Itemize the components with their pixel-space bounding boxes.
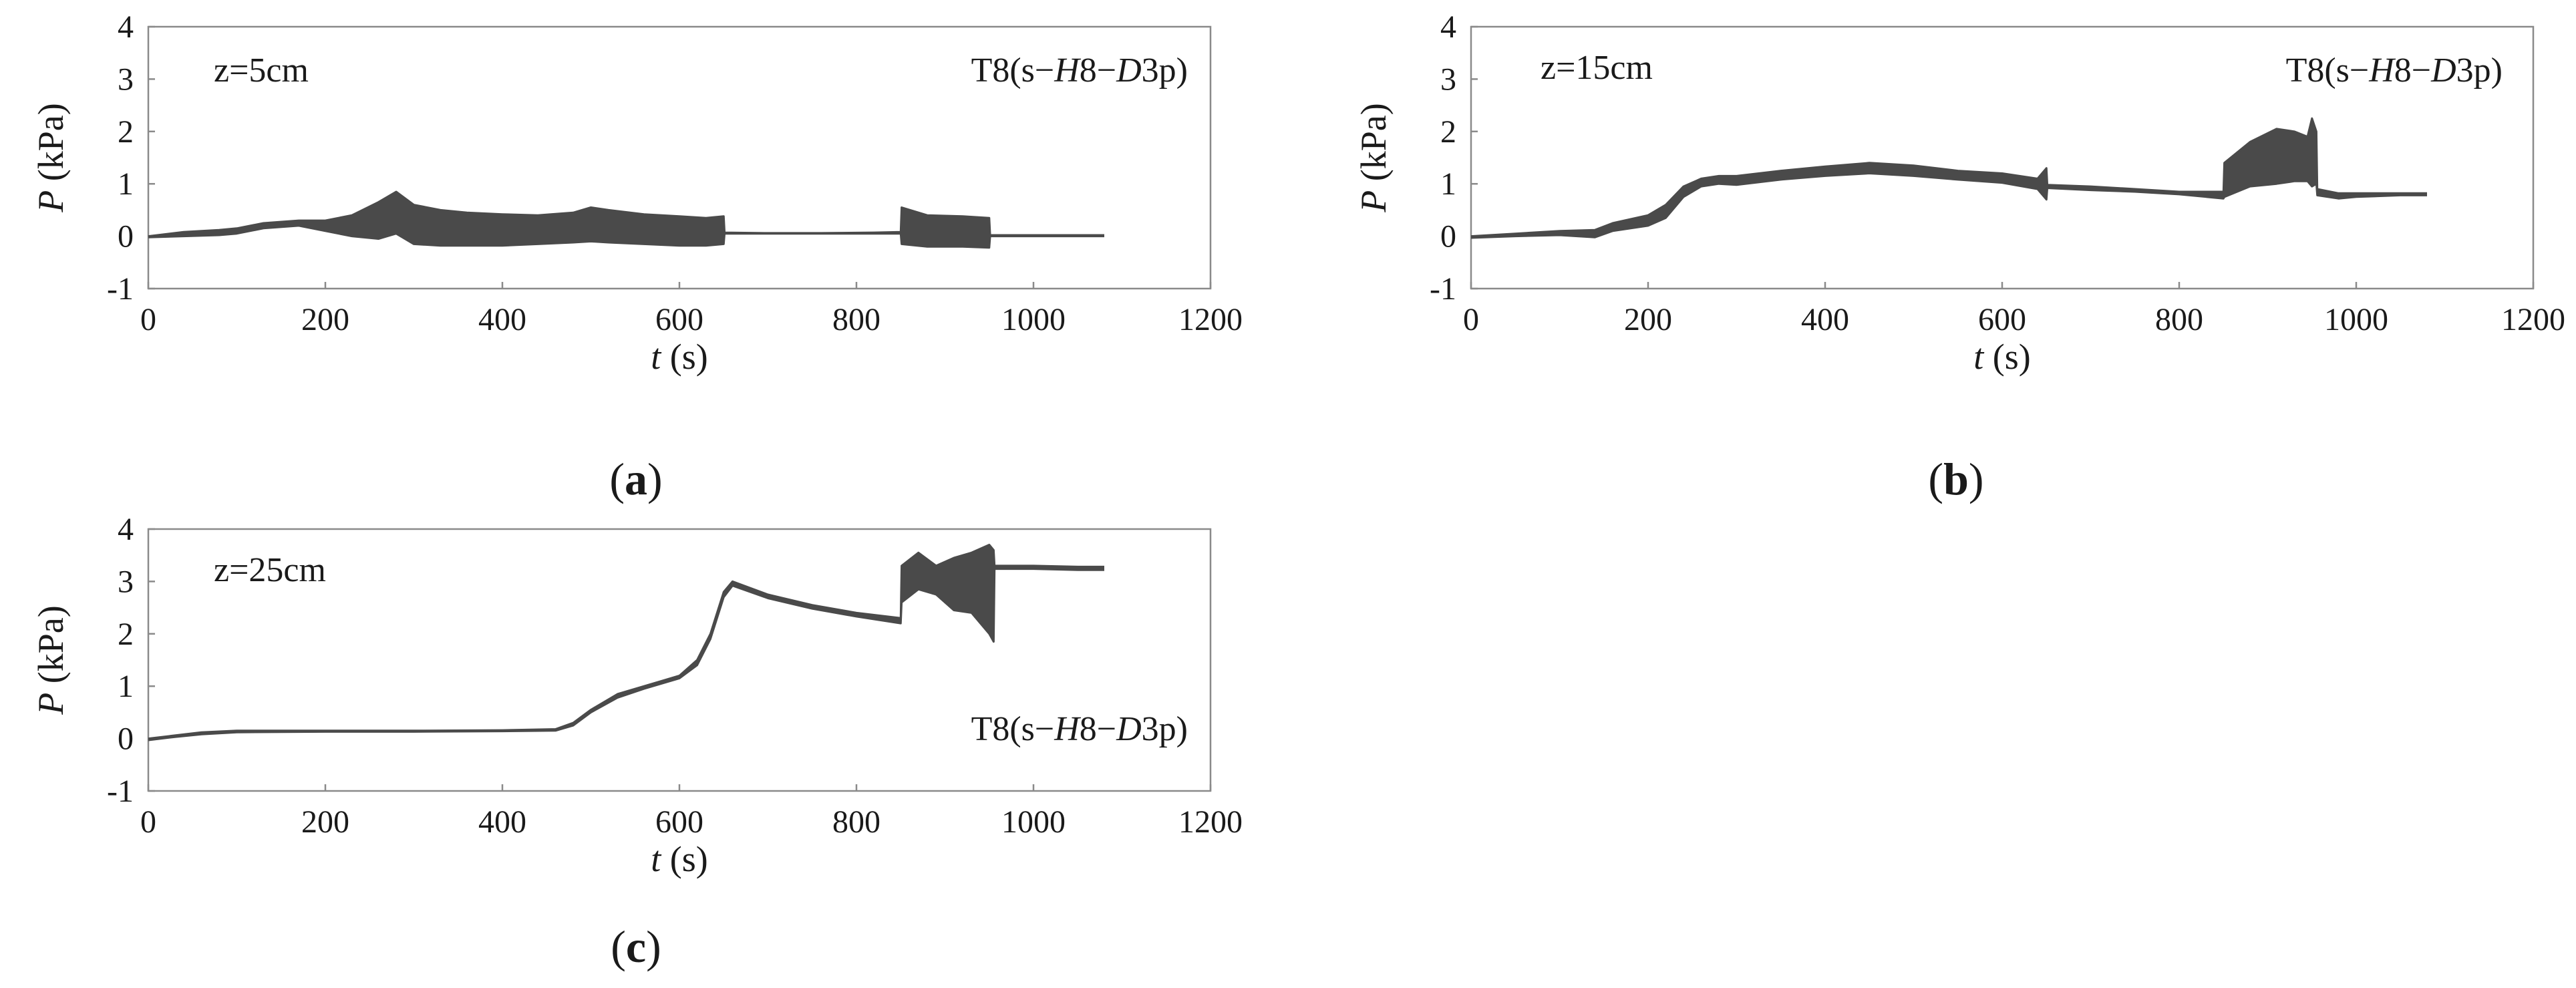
depth-label: z=5cm bbox=[214, 51, 309, 90]
y-tick-label: 2 bbox=[118, 617, 134, 652]
y-tick-label: -1 bbox=[1430, 271, 1456, 307]
x-axis-label: t (s) bbox=[651, 839, 708, 879]
pressure-upper-envelope bbox=[1470, 117, 2427, 238]
y-tick-label: 3 bbox=[118, 564, 134, 599]
y-tick-label: 0 bbox=[118, 721, 134, 757]
x-tick-label: 600 bbox=[1978, 302, 2026, 337]
test-label: T8(s−H8−D3p) bbox=[971, 710, 1188, 748]
depth-label: z=15cm bbox=[1541, 49, 1653, 87]
y-tick-label: 4 bbox=[1440, 9, 1456, 45]
test-label-h: H bbox=[2368, 51, 2396, 90]
y-axis-variable: P bbox=[1353, 190, 1394, 213]
panel-caption: (b) bbox=[1928, 454, 1983, 504]
x-tick-label: 1000 bbox=[1001, 804, 1066, 840]
x-axis-unit: (s) bbox=[670, 839, 708, 879]
pressure-upper-envelope bbox=[148, 190, 1104, 238]
panel-caption-letter: b bbox=[1943, 454, 1969, 504]
y-tick-label: 2 bbox=[118, 114, 134, 150]
x-tick-label: 0 bbox=[140, 804, 156, 840]
panel-caption: (c) bbox=[611, 921, 661, 972]
x-tick-label: 400 bbox=[478, 302, 526, 337]
x-tick-label: 800 bbox=[832, 302, 880, 337]
y-tick-label: 0 bbox=[118, 219, 134, 255]
x-tick-label: 400 bbox=[1801, 302, 1849, 337]
pressure-lower-envelope bbox=[148, 568, 1104, 742]
x-axis-variable: t bbox=[651, 839, 662, 879]
x-axis-unit: (s) bbox=[670, 337, 708, 377]
y-axis-variable: P bbox=[31, 693, 71, 715]
y-tick-label: 1 bbox=[118, 669, 134, 704]
test-label-h: H bbox=[1054, 51, 1081, 90]
test-label-d: D bbox=[1116, 710, 1142, 748]
panel-caption: (a) bbox=[609, 454, 662, 504]
y-tick-label: 4 bbox=[118, 512, 134, 547]
y-tick-label: 3 bbox=[1440, 61, 1456, 97]
y-axis-unit: (kPa) bbox=[31, 103, 71, 181]
y-axis-unit: (kPa) bbox=[1353, 103, 1394, 181]
x-tick-label: 0 bbox=[140, 302, 156, 337]
y-tick-label: -1 bbox=[107, 271, 134, 307]
pressure-lower-envelope bbox=[148, 224, 1104, 249]
x-axis-variable: t bbox=[1973, 337, 1985, 377]
x-tick-label: 400 bbox=[478, 804, 526, 840]
y-tick-label: -1 bbox=[107, 774, 134, 809]
y-axis-label: P (kPa) bbox=[31, 605, 71, 715]
x-axis-variable: t bbox=[651, 337, 662, 377]
pressure-lower-envelope bbox=[1470, 172, 2427, 239]
test-label: T8(s−H8−D3p) bbox=[2286, 51, 2503, 90]
x-tick-label: 200 bbox=[301, 804, 349, 840]
x-tick-label: 800 bbox=[832, 804, 880, 840]
x-tick-label: 1000 bbox=[1001, 302, 1066, 337]
panel-caption-letter: c bbox=[626, 921, 646, 972]
y-axis-label: P (kPa) bbox=[31, 103, 71, 212]
x-axis-unit: (s) bbox=[1993, 337, 2031, 377]
x-axis-label: t (s) bbox=[651, 337, 708, 377]
test-label-suffix: 3p) bbox=[2456, 51, 2503, 90]
test-label-h-num: 8− bbox=[2394, 51, 2431, 90]
pressure-band bbox=[148, 192, 1104, 248]
y-axis-label: P (kPa) bbox=[1353, 103, 1394, 212]
x-tick-label: 1000 bbox=[2324, 302, 2388, 337]
test-label-prefix: T8(s− bbox=[971, 710, 1055, 748]
y-tick-label: 1 bbox=[118, 166, 134, 202]
y-tick-label: 2 bbox=[1440, 114, 1456, 150]
x-tick-label: 1200 bbox=[1178, 804, 1243, 840]
x-tick-label: 200 bbox=[1624, 302, 1672, 337]
test-label-prefix: T8(s− bbox=[2286, 51, 2370, 90]
x-tick-label: 600 bbox=[655, 302, 703, 337]
test-label-suffix: 3p) bbox=[1142, 710, 1188, 748]
test-label: T8(s−H8−D3p) bbox=[971, 51, 1188, 90]
y-axis-variable: P bbox=[31, 190, 71, 213]
pressure-upper-envelope bbox=[148, 544, 1104, 740]
test-label-suffix: 3p) bbox=[1142, 51, 1188, 90]
test-label-h: H bbox=[1054, 710, 1081, 748]
x-tick-label: 600 bbox=[655, 804, 703, 840]
test-label-d: D bbox=[1116, 51, 1142, 90]
x-tick-label: 200 bbox=[301, 302, 349, 337]
test-label-prefix: T8(s− bbox=[971, 51, 1055, 90]
test-label-d: D bbox=[2430, 51, 2456, 90]
y-axis-unit: (kPa) bbox=[31, 605, 71, 683]
x-tick-label: 0 bbox=[1463, 302, 1479, 337]
y-tick-label: 3 bbox=[118, 61, 134, 97]
x-tick-label: 800 bbox=[2155, 302, 2203, 337]
x-tick-label: 1200 bbox=[2501, 302, 2565, 337]
depth-label: z=25cm bbox=[214, 551, 326, 589]
y-tick-label: 0 bbox=[1440, 219, 1456, 255]
y-tick-label: 4 bbox=[118, 9, 134, 45]
test-label-h-num: 8− bbox=[1080, 51, 1116, 90]
panel-caption-letter: a bbox=[625, 454, 647, 504]
test-label-h-num: 8− bbox=[1080, 710, 1116, 748]
x-tick-label: 1200 bbox=[1178, 302, 1243, 337]
x-axis-label: t (s) bbox=[1973, 337, 2031, 377]
y-tick-label: 1 bbox=[1440, 166, 1456, 202]
